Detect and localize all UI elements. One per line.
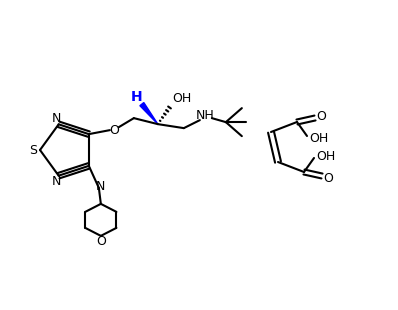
Text: NH: NH (195, 108, 214, 122)
Text: OH: OH (316, 149, 336, 162)
Text: O: O (323, 171, 333, 184)
Polygon shape (140, 103, 158, 124)
Text: H: H (131, 90, 142, 104)
Text: S: S (29, 144, 37, 157)
Text: OH: OH (309, 131, 329, 144)
Text: OH: OH (172, 92, 191, 105)
Text: O: O (96, 235, 106, 248)
Text: O: O (316, 109, 326, 122)
Text: N: N (52, 112, 61, 125)
Text: O: O (109, 124, 119, 137)
Text: N: N (52, 175, 61, 188)
Text: N: N (96, 180, 105, 193)
